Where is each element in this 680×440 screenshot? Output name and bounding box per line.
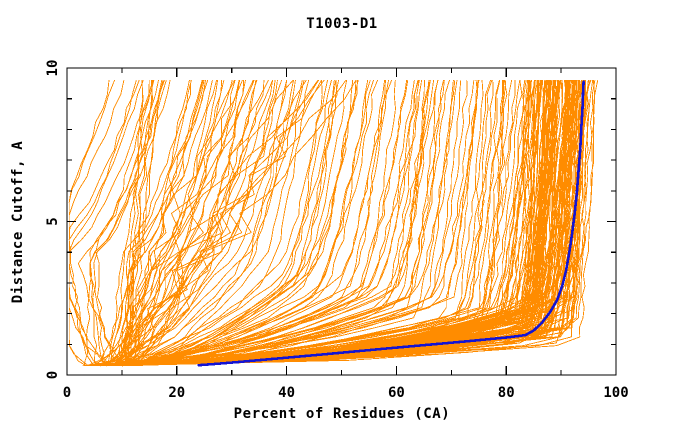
model-curve xyxy=(90,79,573,367)
model-curve xyxy=(133,79,319,367)
model-curve xyxy=(93,79,213,367)
model-curve xyxy=(133,79,322,367)
model-curve xyxy=(86,79,523,367)
model-curve xyxy=(131,79,254,367)
model-curve xyxy=(117,79,357,367)
model-curve xyxy=(124,79,153,367)
model-curve xyxy=(101,79,378,367)
model-curve xyxy=(114,79,444,367)
model-curve xyxy=(115,79,328,367)
model-curve xyxy=(91,79,560,367)
model-curve xyxy=(117,79,577,367)
model-curve xyxy=(121,79,415,367)
axis-tick-labels: 0 20 40 60 80 100 0 5 10 xyxy=(45,60,629,401)
model-curve xyxy=(97,79,408,367)
model-curve xyxy=(122,79,475,367)
model-curve xyxy=(68,79,155,367)
model-curve xyxy=(98,79,288,367)
model-curve xyxy=(120,79,307,367)
model-curve xyxy=(94,79,529,367)
model-curve xyxy=(125,79,430,367)
model-curve xyxy=(124,79,439,367)
model-curve xyxy=(105,79,462,367)
model-curve xyxy=(94,79,409,367)
model-curve xyxy=(77,79,164,367)
model-curve xyxy=(86,79,419,367)
model-curve xyxy=(97,79,273,367)
model-curve xyxy=(123,79,348,367)
model-curve xyxy=(92,79,165,367)
x-tick-label: 80 xyxy=(498,385,515,401)
model-curve xyxy=(121,79,144,367)
model-curve xyxy=(119,79,276,367)
model-curve xyxy=(106,79,439,367)
model-curve xyxy=(91,79,550,367)
model-curve xyxy=(130,79,357,367)
model-curve xyxy=(114,79,294,367)
highlighted-curve-path xyxy=(197,80,585,367)
page-title: T1003-D1 xyxy=(306,16,377,32)
y-tick-label: 10 xyxy=(45,60,61,77)
model-curve xyxy=(110,79,454,367)
x-axis-title: Percent of Residues (CA) xyxy=(234,406,451,422)
model-curve xyxy=(118,79,371,367)
model-curve xyxy=(84,79,456,367)
model-curve xyxy=(104,79,420,367)
model-curve xyxy=(97,79,310,367)
model-curve xyxy=(95,79,159,367)
model-curve xyxy=(118,79,547,367)
model-curve xyxy=(96,79,478,367)
model-curve xyxy=(89,79,393,367)
model-curve xyxy=(94,79,288,367)
model-curve xyxy=(107,79,233,367)
model-curve xyxy=(124,79,235,367)
y-axis-title: Distance Cutoff, A xyxy=(10,141,26,304)
model-curve xyxy=(122,79,323,367)
model-curve xyxy=(89,79,164,367)
model-curve xyxy=(114,79,567,367)
x-tick-label: 20 xyxy=(168,385,185,401)
axis-ticks xyxy=(66,67,617,376)
model-curve xyxy=(113,79,386,367)
model-curve xyxy=(93,79,554,367)
model-curve xyxy=(107,79,243,367)
x-tick-label: 100 xyxy=(603,385,628,401)
model-curve xyxy=(117,79,548,367)
model-curve xyxy=(98,79,539,367)
model-curve xyxy=(107,79,581,367)
model-curve xyxy=(106,79,190,367)
x-tick-label: 60 xyxy=(388,385,405,401)
model-curve xyxy=(125,79,305,367)
model-curve xyxy=(85,79,435,367)
y-tick-label: 5 xyxy=(45,217,61,225)
x-tick-label: 40 xyxy=(278,385,295,401)
highlighted-model-curve xyxy=(197,80,585,367)
model-curve xyxy=(126,79,396,367)
model-curve xyxy=(105,79,354,367)
model-curve xyxy=(97,79,420,367)
model-curve xyxy=(126,79,163,367)
x-tick-label: 0 xyxy=(63,385,71,401)
model-curve xyxy=(68,79,110,367)
model-curve xyxy=(119,79,335,367)
model-curve xyxy=(120,79,296,367)
model-curve xyxy=(119,79,269,367)
model-curves-bundle xyxy=(68,79,599,367)
model-curve xyxy=(130,79,144,367)
y-tick-label: 0 xyxy=(45,371,61,379)
model-curve xyxy=(111,79,500,367)
model-curve xyxy=(114,79,240,367)
model-curve xyxy=(116,79,548,367)
model-curve xyxy=(109,79,574,367)
model-curve xyxy=(103,79,530,367)
model-curve xyxy=(109,79,150,367)
model-curve xyxy=(129,79,273,367)
model-curve xyxy=(95,79,337,367)
model-curve xyxy=(109,79,425,367)
